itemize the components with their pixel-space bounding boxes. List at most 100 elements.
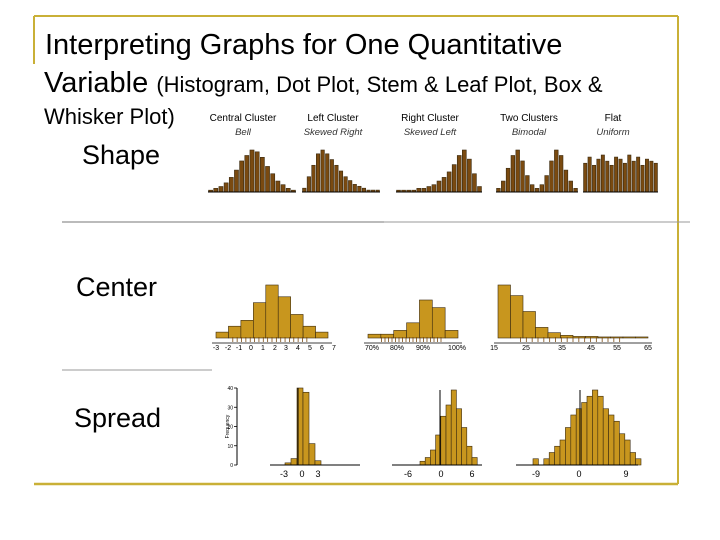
shape-skewed-right-bar xyxy=(343,176,348,193)
shape-sub-bimodal: Bimodal xyxy=(511,127,547,138)
spread-2-bar xyxy=(424,457,431,466)
center-3-bar xyxy=(522,311,536,339)
spread-1-chart xyxy=(234,387,360,466)
center-2-xtick-label: 80% xyxy=(390,345,404,352)
spread-2-bar xyxy=(456,408,462,466)
center-1-bar xyxy=(253,302,267,339)
center-3-bar xyxy=(497,284,511,339)
spread-2-bar xyxy=(471,457,478,466)
spread-3-bar xyxy=(586,395,593,466)
center-1-bar xyxy=(277,296,291,339)
center-1-bar xyxy=(228,325,242,339)
center-1-bar xyxy=(215,331,229,339)
spread-3-chart xyxy=(516,389,642,466)
spread-3-bar xyxy=(624,439,631,466)
shape-bimodal-bar xyxy=(568,180,573,193)
spread-2-chart xyxy=(392,389,482,466)
shape-skewed-left-bar xyxy=(436,180,442,193)
shape-skewed-right-bar xyxy=(352,184,357,193)
shape-bell-bar xyxy=(270,173,276,193)
shape-bell-bar xyxy=(244,155,250,193)
shape-bell-bar xyxy=(249,149,255,193)
shape-skewed-right-bar xyxy=(361,187,366,193)
center-3-bar xyxy=(610,336,624,339)
spread-1-xtick-label: -3 xyxy=(280,469,288,479)
shape-uniform-bar xyxy=(583,162,588,193)
shape-uniform-bar xyxy=(592,164,596,193)
slide-title-variable: Variable xyxy=(44,67,149,99)
shape-uniform-bar xyxy=(609,164,614,193)
spread-2-bar xyxy=(440,415,447,466)
shape-uniform-bar xyxy=(631,160,636,193)
center-1-bar xyxy=(315,331,329,339)
shape-bimodal-bar xyxy=(520,160,525,193)
spread-3-bar xyxy=(592,389,599,466)
shape-bell-bar xyxy=(218,186,224,193)
spread-1-bar xyxy=(302,391,310,466)
shape-bimodal-bar xyxy=(515,149,520,193)
spread-3-bar xyxy=(608,414,615,466)
center-3-xtick-label: 15 xyxy=(490,345,498,352)
slide-title-graph-types: (Histogram, Dot Plot, Stem & Leaf Plot, … xyxy=(156,72,603,97)
center-2-xtick-label: 90% xyxy=(416,345,430,352)
center-1-chart xyxy=(212,284,332,344)
spread-1-xtick-label: 0 xyxy=(299,469,304,479)
center-2-bar xyxy=(419,299,433,339)
shape-skewed-left-bar xyxy=(456,155,462,193)
shape-uniform-bar xyxy=(605,160,610,193)
center-3-xtick-label: 25 xyxy=(522,345,530,352)
shape-skewed-right-chart xyxy=(302,149,380,193)
shape-sub-skewed-left: Skewed Left xyxy=(403,127,457,138)
shape-uniform-bar xyxy=(596,158,601,193)
shape-uniform-bar xyxy=(645,158,649,193)
center-1-bar xyxy=(240,320,254,339)
spread-3-bar xyxy=(559,439,566,466)
center-1-xtick-label: 4 xyxy=(296,345,300,352)
center-3-xtick-label: 65 xyxy=(644,345,652,352)
spread-2-bar xyxy=(445,404,452,466)
shape-bell-bar xyxy=(228,177,234,193)
shape-bimodal-bar xyxy=(539,184,544,193)
spread-3-bar xyxy=(575,408,582,466)
center-3-bar xyxy=(572,336,586,339)
shape-skewed-left-bar xyxy=(472,173,477,193)
shape-bell-bar xyxy=(213,188,219,193)
shape-header-two: Two Clusters xyxy=(500,113,558,124)
spread-1-ytick-label: 40 xyxy=(227,386,233,392)
center-3-bar xyxy=(597,336,611,339)
shape-uniform-bar xyxy=(622,162,627,193)
center-1-xtick-label: -2 xyxy=(225,345,231,352)
spread-3-xtick-label: 0 xyxy=(576,469,581,479)
shape-bell-bar xyxy=(275,180,281,193)
spread-3-bar xyxy=(619,433,626,466)
shape-uniform-bar xyxy=(653,162,658,193)
spread-3-bar xyxy=(543,458,550,466)
spread-3-bar xyxy=(570,414,577,466)
shape-header-flat: Flat xyxy=(604,113,622,124)
shape-bell-bar xyxy=(239,160,244,193)
center-2-bar xyxy=(367,333,382,339)
center-2-chart xyxy=(364,299,462,344)
shape-header-right: Right Cluster xyxy=(401,113,459,124)
shape-uniform-bar xyxy=(640,164,645,193)
spread-3-bar xyxy=(602,408,609,466)
shape-bimodal-bar xyxy=(496,188,501,193)
shape-skewed-left-bar xyxy=(462,149,467,193)
center-1-xtick-label: 6 xyxy=(320,345,324,352)
shape-bimodal-bar xyxy=(563,169,569,193)
spread-3-xtick-label: -9 xyxy=(532,469,540,479)
shape-skewed-left-bar xyxy=(467,158,472,193)
spread-3-bar xyxy=(629,452,636,466)
spread-2-xtick-label: 0 xyxy=(438,469,443,479)
spread-2-bar xyxy=(419,460,426,466)
center-label: Center xyxy=(76,272,158,302)
spread-2-bar xyxy=(466,445,473,466)
spread-2-bar xyxy=(461,427,468,466)
shape-skewed-right-bar xyxy=(320,149,325,193)
center-1-xtick-label: 1 xyxy=(261,345,265,352)
shape-skewed-left-bar xyxy=(441,177,447,193)
shape-bimodal-bar xyxy=(573,188,578,193)
slide-title-line3: Whisker Plot) xyxy=(44,104,175,129)
center-3-xtick-label: 45 xyxy=(587,345,595,352)
